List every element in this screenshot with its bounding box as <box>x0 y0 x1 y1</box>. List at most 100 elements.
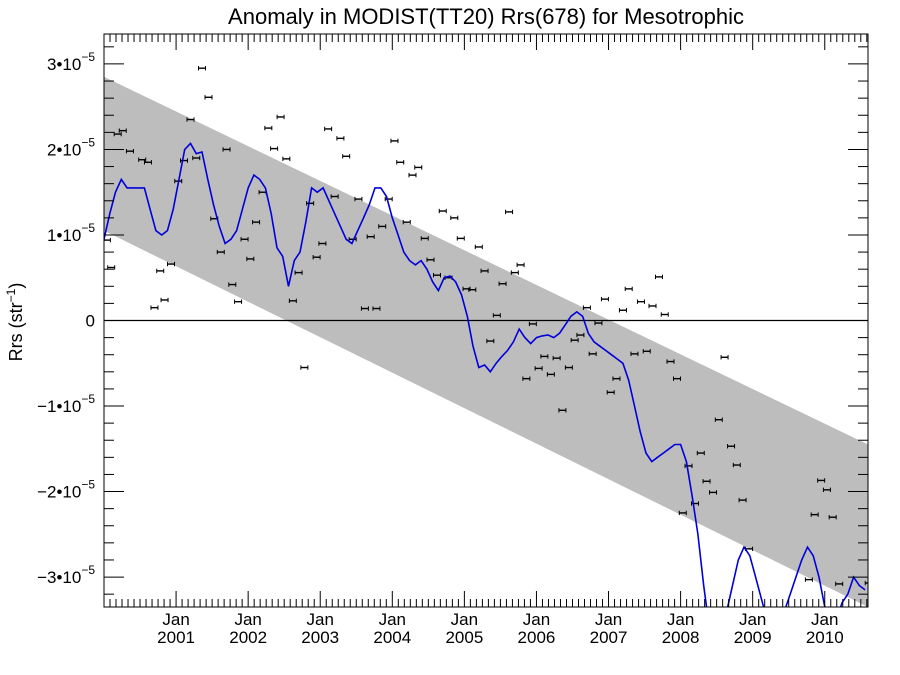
data-point <box>498 281 507 286</box>
data-point <box>228 282 237 287</box>
data-point <box>534 366 543 371</box>
data-point <box>408 172 417 178</box>
data-point <box>366 234 375 239</box>
data-point <box>505 209 514 215</box>
data-point <box>552 355 561 361</box>
data-point <box>492 313 501 318</box>
data-point <box>564 365 573 370</box>
data-point <box>528 321 537 327</box>
data-point <box>486 338 495 344</box>
data-point <box>738 497 747 503</box>
y-axis-label: Rrs (str−1) <box>4 283 26 362</box>
data-point <box>360 306 369 311</box>
x-tick-month-label: Jan <box>451 610 478 629</box>
x-tick-month-label: Jan <box>739 610 766 629</box>
data-point <box>282 156 291 162</box>
x-tick-year-label: 2002 <box>229 628 267 647</box>
data-point <box>125 148 134 154</box>
x-tick-year-label: 2007 <box>590 628 628 647</box>
x-tick-month-label: Jan <box>162 610 189 629</box>
smoothed-series-line <box>104 142 866 607</box>
data-point <box>810 512 819 517</box>
data-point <box>167 261 176 267</box>
data-point <box>276 114 285 120</box>
data-point <box>300 365 309 370</box>
data-point <box>480 268 489 274</box>
data-point <box>104 237 111 243</box>
x-tick-year-label: 2001 <box>157 628 195 647</box>
data-point <box>624 286 633 292</box>
data-point <box>576 332 585 338</box>
x-tick-year-label: 2005 <box>445 628 483 647</box>
data-point <box>186 117 195 122</box>
data-point <box>426 257 435 262</box>
data-point <box>192 155 201 161</box>
data-point <box>456 236 465 241</box>
data-point <box>222 147 231 152</box>
data-point <box>156 268 165 274</box>
data-point <box>432 272 441 278</box>
data-point <box>420 236 429 241</box>
data-point <box>727 444 736 449</box>
y-axis-label-exponent: −1 <box>4 288 18 302</box>
data-point <box>720 355 729 360</box>
data-point <box>264 125 273 131</box>
confidence-band <box>104 76 868 607</box>
data-point <box>294 270 303 275</box>
data-point <box>324 126 333 132</box>
data-point <box>198 66 207 71</box>
data-point <box>612 376 621 381</box>
x-tick-month-label: Jan <box>379 610 406 629</box>
data-points-layer <box>104 66 868 587</box>
data-point <box>606 390 615 395</box>
data-point <box>642 349 651 354</box>
x-tick-month-label: Jan <box>307 610 334 629</box>
data-point <box>342 154 351 159</box>
data-point <box>588 351 597 357</box>
x-tick-year-label: 2009 <box>734 628 772 647</box>
x-tick-month-label: Jan <box>667 610 694 629</box>
data-point <box>372 306 381 311</box>
data-point <box>570 337 579 343</box>
data-point <box>390 138 399 144</box>
data-point <box>318 241 327 246</box>
y-tick-label: 1•10−5 <box>47 221 95 245</box>
data-point <box>468 287 477 292</box>
data-point <box>714 417 723 422</box>
data-point <box>306 201 315 206</box>
data-point <box>546 372 555 377</box>
data-point <box>828 515 837 520</box>
y-tick-label: −3•10−5 <box>37 563 95 587</box>
data-point <box>678 510 687 516</box>
data-point <box>636 299 645 304</box>
y-tick-label: 3•10−5 <box>47 50 95 74</box>
y-tick-label: 0 <box>86 312 95 331</box>
data-point <box>180 158 189 163</box>
data-point <box>804 577 813 582</box>
data-point <box>474 244 483 250</box>
data-point <box>600 296 609 302</box>
x-tick-year-label: 2006 <box>518 628 556 647</box>
x-tick-year-label: 2004 <box>373 628 411 647</box>
y-tick-label: −2•10−5 <box>37 478 95 502</box>
data-point <box>160 297 169 303</box>
y-axis-label-close: ) <box>6 283 26 289</box>
data-point <box>438 208 447 214</box>
data-point <box>684 463 693 469</box>
x-tick-year-label: 2003 <box>301 628 339 647</box>
data-point <box>113 131 122 137</box>
data-point <box>582 305 591 310</box>
data-point <box>138 157 147 162</box>
y-axis-label-main: Rrs (str <box>6 302 26 361</box>
data-point <box>312 255 321 260</box>
data-point <box>648 303 657 309</box>
data-point <box>252 219 261 225</box>
y-tick-label: 2•10−5 <box>47 135 95 159</box>
data-point <box>216 249 225 255</box>
x-tick-month-label: Jan <box>595 610 622 629</box>
data-point <box>660 312 669 317</box>
data-point <box>396 160 405 165</box>
data-point <box>336 136 345 141</box>
smoothed-line-layer <box>104 142 866 607</box>
